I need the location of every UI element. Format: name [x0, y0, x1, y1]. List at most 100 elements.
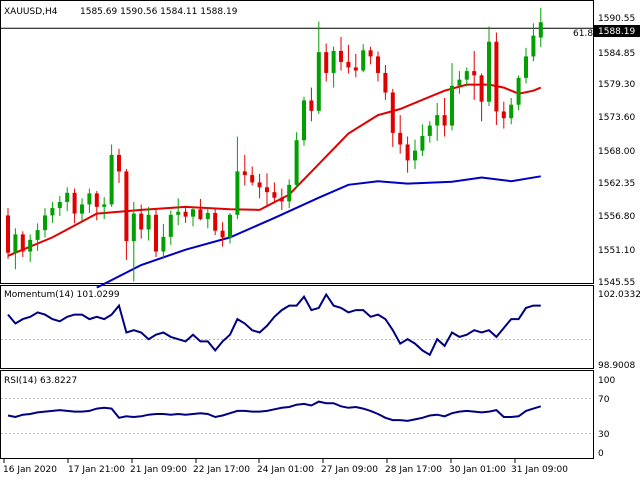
candle: [250, 166, 255, 186]
candle: [294, 132, 299, 189]
symbol-label: XAUUSD,H4: [4, 7, 58, 17]
candle: [487, 26, 491, 106]
candle: [57, 195, 62, 217]
price-tick: 1562.35: [598, 179, 635, 189]
rsi-tick: 70: [598, 395, 610, 405]
candle: [50, 201, 55, 223]
candle: [435, 102, 440, 141]
candle: [501, 101, 506, 129]
candle: [205, 206, 210, 229]
candle: [168, 210, 173, 245]
candle: [324, 43, 329, 82]
time-label: 31 Jan 09:00: [511, 465, 568, 475]
price-tick: 1579.30: [598, 80, 635, 90]
candle: [302, 96, 306, 146]
candle: [265, 173, 269, 207]
candle: [524, 47, 528, 84]
candle: [339, 36, 343, 71]
time-label: 30 Jan 01:00: [449, 465, 506, 475]
momentum-line: [7, 292, 541, 357]
candle: [531, 23, 536, 62]
candle: [109, 144, 114, 207]
price-tick: 1590.55: [598, 14, 635, 24]
rsi-tick: 30: [598, 430, 610, 440]
momentum-line-layer: [7, 292, 541, 357]
candle: [368, 46, 373, 65]
candle: [287, 179, 292, 209]
rsi-tick: 0: [598, 449, 604, 459]
time-label: 17 Jan 21:00: [68, 465, 125, 475]
candle: [309, 87, 314, 122]
candle: [494, 32, 499, 125]
price-panel-frame: [0, 0, 594, 284]
time-label: 24 Jan 01:00: [257, 465, 314, 475]
candle: [20, 231, 25, 258]
candle: [346, 44, 351, 74]
price-tick: 1568.00: [598, 147, 635, 157]
candle: [220, 222, 225, 247]
ma-slow-line: [96, 175, 541, 289]
candle: [413, 139, 417, 169]
momentum-tick: 98.9008: [598, 361, 635, 371]
candle: [213, 209, 218, 235]
ohlc-readout: 1585.69 1590.56 1584.11 1588.19: [80, 7, 238, 17]
price-tick: 1584.85: [598, 49, 635, 59]
momentum-panel-frame: [0, 285, 594, 369]
price-tick: 1551.10: [598, 246, 635, 256]
candle: [65, 187, 70, 212]
time-label: 22 Jan 17:00: [193, 465, 250, 475]
candle: [102, 197, 107, 220]
candle: [376, 51, 380, 82]
candle: [94, 190, 99, 221]
candle: [161, 223, 166, 259]
candle: [146, 206, 151, 241]
time-ticks: [3, 459, 516, 463]
price-tick: 1573.60: [598, 113, 635, 123]
price-tick: 1556.80: [598, 212, 635, 222]
candle: [191, 206, 195, 227]
candle: [427, 121, 432, 143]
candle: [353, 53, 358, 78]
candle: [457, 71, 462, 94]
time-label: 21 Jan 09:00: [130, 465, 187, 475]
candle: [257, 173, 262, 199]
candle: [124, 168, 129, 261]
ma-fast-line: [7, 83, 542, 257]
time-label: 16 Jan 2020: [3, 465, 57, 475]
candle: [383, 64, 388, 100]
momentum-tick: 102.0332: [598, 290, 640, 300]
candle: [479, 73, 484, 122]
candle: [154, 209, 158, 258]
candle: [442, 98, 447, 137]
candle: [198, 198, 203, 221]
candle: [390, 88, 395, 147]
candle: [183, 205, 188, 223]
candle: [420, 124, 425, 157]
candle: [331, 46, 336, 88]
candle: [13, 228, 18, 270]
price-axis: 1590.55 1584.85 1579.30 1573.60 1568.00 …: [598, 14, 635, 288]
candle: [28, 234, 33, 262]
candle: [117, 148, 121, 184]
rsi-line-layer: [7, 400, 542, 422]
candle: [464, 67, 469, 87]
current-price-label: 1588.19: [598, 27, 635, 37]
candle: [316, 21, 321, 114]
candle: [242, 154, 247, 186]
rsi-line: [7, 400, 542, 422]
candle: [235, 136, 240, 220]
fib-level-label: 61.8: [573, 29, 593, 39]
candle: [272, 182, 277, 202]
candle: [35, 223, 40, 251]
candle: [361, 44, 366, 73]
candle: [176, 198, 181, 226]
candle: [139, 204, 144, 239]
time-label: 28 Jan 17:00: [385, 465, 442, 475]
candle: [450, 63, 454, 131]
candle: [398, 115, 403, 154]
price-tick: 1545.55: [598, 278, 635, 288]
current-price-tag: [594, 25, 640, 37]
time-label: 27 Jan 09:00: [321, 465, 378, 475]
candle: [80, 198, 84, 221]
